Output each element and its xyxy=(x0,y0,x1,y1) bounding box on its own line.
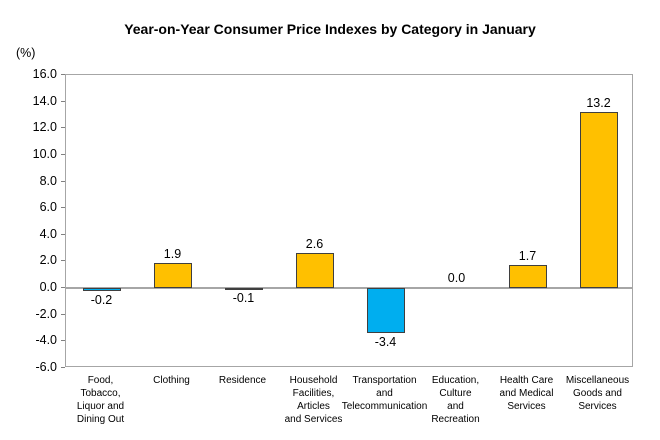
y-tick-label: 0.0 xyxy=(39,280,57,295)
bar-value-label: 1.7 xyxy=(518,249,537,264)
chart-title: Year-on-Year Consumer Price Indexes by C… xyxy=(124,21,536,37)
category-label: Miscellaneous Goods and Services xyxy=(565,375,630,412)
bar-value-label: 2.6 xyxy=(305,237,324,252)
category-label: Health Care and Medical Services xyxy=(499,375,554,412)
y-tick-label: 8.0 xyxy=(39,173,57,188)
y-tick-mark xyxy=(61,207,65,209)
y-tick-label: 10.0 xyxy=(32,146,57,161)
bar xyxy=(579,112,618,289)
category-label: Household Facilities, Articles and Servi… xyxy=(284,375,343,425)
y-tick-label: -6.0 xyxy=(35,360,57,374)
y-tick-mark xyxy=(61,313,65,315)
y-tick-label: -4.0 xyxy=(35,333,57,348)
y-tick-label: 2.0 xyxy=(39,253,57,268)
bar xyxy=(82,288,121,291)
y-tick-mark xyxy=(61,260,65,262)
bar xyxy=(366,288,405,334)
y-tick-label: 4.0 xyxy=(39,226,57,241)
y-tick-label: 16.0 xyxy=(32,67,57,81)
bar-value-label: -0.1 xyxy=(232,291,255,306)
y-tick-label: 14.0 xyxy=(32,93,57,108)
category-label: Education, Culture and Recreation xyxy=(431,375,480,425)
category-label: Food, Tobacco, Liquor and Dining Out xyxy=(76,375,125,425)
y-tick-label: -2.0 xyxy=(35,306,57,321)
y-tick-label: 12.0 xyxy=(32,120,57,135)
y-tick-mark xyxy=(61,180,65,182)
y-tick-mark xyxy=(61,340,65,342)
bar-value-label: 13.2 xyxy=(586,96,611,111)
bar xyxy=(295,253,334,289)
y-tick-label: 6.0 xyxy=(39,200,57,215)
bar xyxy=(508,265,547,289)
y-tick-mark xyxy=(61,287,65,289)
bar xyxy=(224,288,263,291)
y-tick-mark xyxy=(61,153,65,155)
bar-value-label: -3.4 xyxy=(374,335,397,350)
bar-value-label: 1.9 xyxy=(163,246,182,261)
plot-area: -0.2 1.9 -0.1 2.6 -3.4 0.0 1.7 13.2 xyxy=(65,74,633,367)
category-label: Residence xyxy=(218,375,267,386)
y-tick-mark xyxy=(61,233,65,235)
y-tick-mark xyxy=(61,367,65,368)
bar-value-label: 0.0 xyxy=(447,271,466,286)
y-tick-mark xyxy=(61,100,65,102)
bar xyxy=(153,262,192,289)
y-tick-mark xyxy=(61,74,65,75)
y-axis-unit-label: (%) xyxy=(16,46,36,60)
category-label: Clothing xyxy=(153,375,190,386)
bar-value-label: -0.2 xyxy=(90,292,113,307)
y-tick-mark xyxy=(61,127,65,129)
zero-line xyxy=(66,287,632,290)
category-label: Transportation and Telecommunication xyxy=(341,375,428,412)
